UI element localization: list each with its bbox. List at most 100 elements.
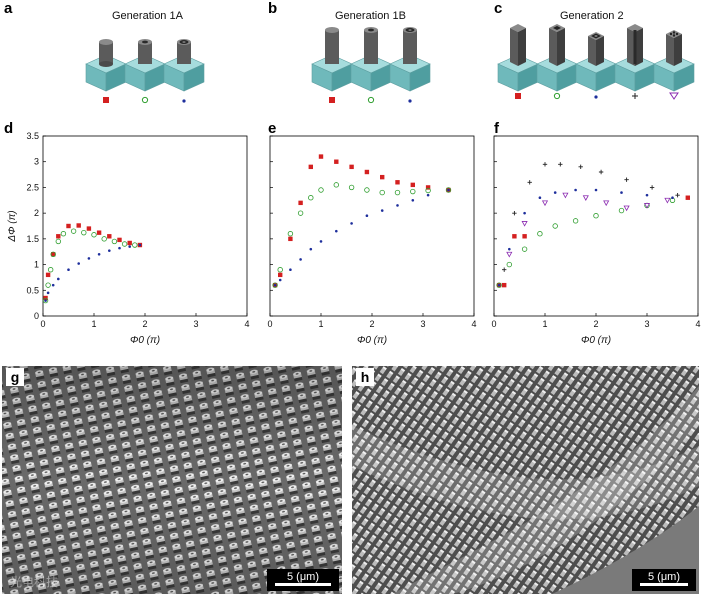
black-plus-icon [632, 93, 638, 99]
data-point-circle [425, 187, 431, 194]
sem-image-h: h 5 (μm) [352, 366, 699, 594]
y-axis-label: ΔΦ (π) [7, 210, 18, 242]
data-point-square [127, 240, 132, 246]
data-point-dot [335, 229, 338, 233]
panel-label-g: g [6, 368, 24, 386]
x-tick-label: 0 [40, 319, 45, 329]
watermark-text: 光电科技 [10, 575, 59, 589]
data-point-circle [394, 189, 401, 196]
data-point-square [425, 185, 431, 190]
data-point-square [685, 195, 690, 200]
data-point-square [522, 234, 527, 239]
data-point-triangle [541, 200, 549, 207]
marker-legend-1b [329, 96, 412, 104]
data-point-circle [297, 210, 304, 216]
data-point-square [51, 252, 56, 257]
data-point-dot [497, 283, 501, 287]
data-point-circle [101, 236, 107, 242]
data-point-circle [521, 246, 528, 252]
data-point-dot [67, 268, 70, 272]
x-tick-label: 2 [593, 319, 598, 329]
data-point-circle [308, 195, 314, 201]
red-square-icon [329, 97, 335, 103]
plot-frame [493, 135, 699, 317]
data-point-dot [508, 247, 511, 251]
data-point-triangle [603, 200, 610, 207]
data-point-triangle [506, 251, 513, 258]
data-point-square [86, 226, 92, 231]
data-point-circle [45, 282, 51, 288]
cube-2-four-hole-pillar [653, 30, 695, 92]
y-tick-label: 3 [34, 157, 39, 167]
data-point-square [334, 159, 339, 164]
data-point-dot [87, 257, 91, 260]
x-tick-label: 1 [542, 319, 547, 329]
data-point-dot [645, 193, 649, 197]
data-point-plus [675, 192, 680, 198]
data-point-circle [60, 231, 67, 237]
data-point-dot [365, 214, 369, 218]
scale-bar-label-h: 5 (μm) [647, 571, 680, 583]
data-point-dot [671, 196, 674, 200]
data-point-square [96, 230, 102, 235]
x-tick-label: 0 [267, 319, 272, 329]
cube-1a-hollow-pillar [124, 39, 166, 92]
data-point-square [512, 234, 517, 239]
data-point-triangle [582, 195, 589, 201]
data-point-circle [445, 187, 452, 193]
data-point-square [298, 200, 303, 206]
data-point-circle [70, 228, 77, 234]
x-tick-label: 4 [471, 319, 476, 329]
purple-triangle-icon [669, 92, 679, 100]
plot-frame [42, 135, 248, 317]
data-point-circle [618, 207, 625, 214]
x-tick-label: 3 [193, 319, 198, 329]
data-point-dot [426, 193, 430, 197]
data-point-dot [108, 249, 111, 252]
data-point-circle [277, 267, 283, 273]
data-point-dot [620, 191, 623, 194]
data-point-triangle [664, 197, 671, 204]
data-point-square [308, 164, 313, 170]
data-point-dot [553, 191, 557, 194]
x-axis-label: Φ0 (π) [357, 335, 387, 346]
cube-1b-hollow-pillar [350, 27, 392, 92]
x-tick-label: 3 [420, 319, 425, 329]
y-tick-label: 2.5 [26, 182, 39, 192]
data-point-triangle [521, 221, 528, 227]
x-tick-label: 4 [244, 319, 249, 329]
panel-label-b: b [268, 0, 278, 17]
cube-2-nested-square [575, 32, 617, 92]
data-point-circle [81, 229, 87, 236]
data-point-dot [319, 240, 323, 243]
data-point-square [45, 272, 51, 278]
panel-label-f: f [494, 120, 499, 137]
green-circle-icon [367, 96, 375, 104]
data-point-plus [527, 180, 532, 185]
scale-bar-label-g: 5 (μm) [286, 571, 319, 583]
data-point-circle [364, 187, 370, 193]
data-point-circle [593, 213, 599, 219]
x-tick-label: 0 [491, 319, 496, 329]
y-tick-label: 1 [34, 260, 39, 270]
cube-2-cross-pillar [614, 24, 656, 92]
data-point-dot [350, 222, 353, 225]
panel-label-a: a [4, 0, 13, 17]
data-point-circle [379, 189, 385, 196]
red-square-icon [515, 93, 521, 99]
data-point-circle [552, 223, 558, 229]
y-tick-label: 0.5 [26, 285, 39, 295]
data-point-dot [97, 252, 101, 256]
data-point-dot [538, 196, 542, 200]
x-tick-label: 1 [91, 319, 96, 329]
data-point-square [349, 164, 354, 170]
cube-1a-ring-pillar [163, 39, 205, 92]
data-point-dot [77, 262, 80, 265]
data-point-dot [309, 247, 313, 251]
sem-pillar-texture-h [352, 366, 699, 594]
panel-label-c: c [494, 0, 503, 17]
data-point-dot [46, 291, 50, 295]
data-point-dot [278, 278, 282, 282]
unit-cell-illustrations [85, 24, 695, 104]
data-point-plus [512, 210, 517, 216]
